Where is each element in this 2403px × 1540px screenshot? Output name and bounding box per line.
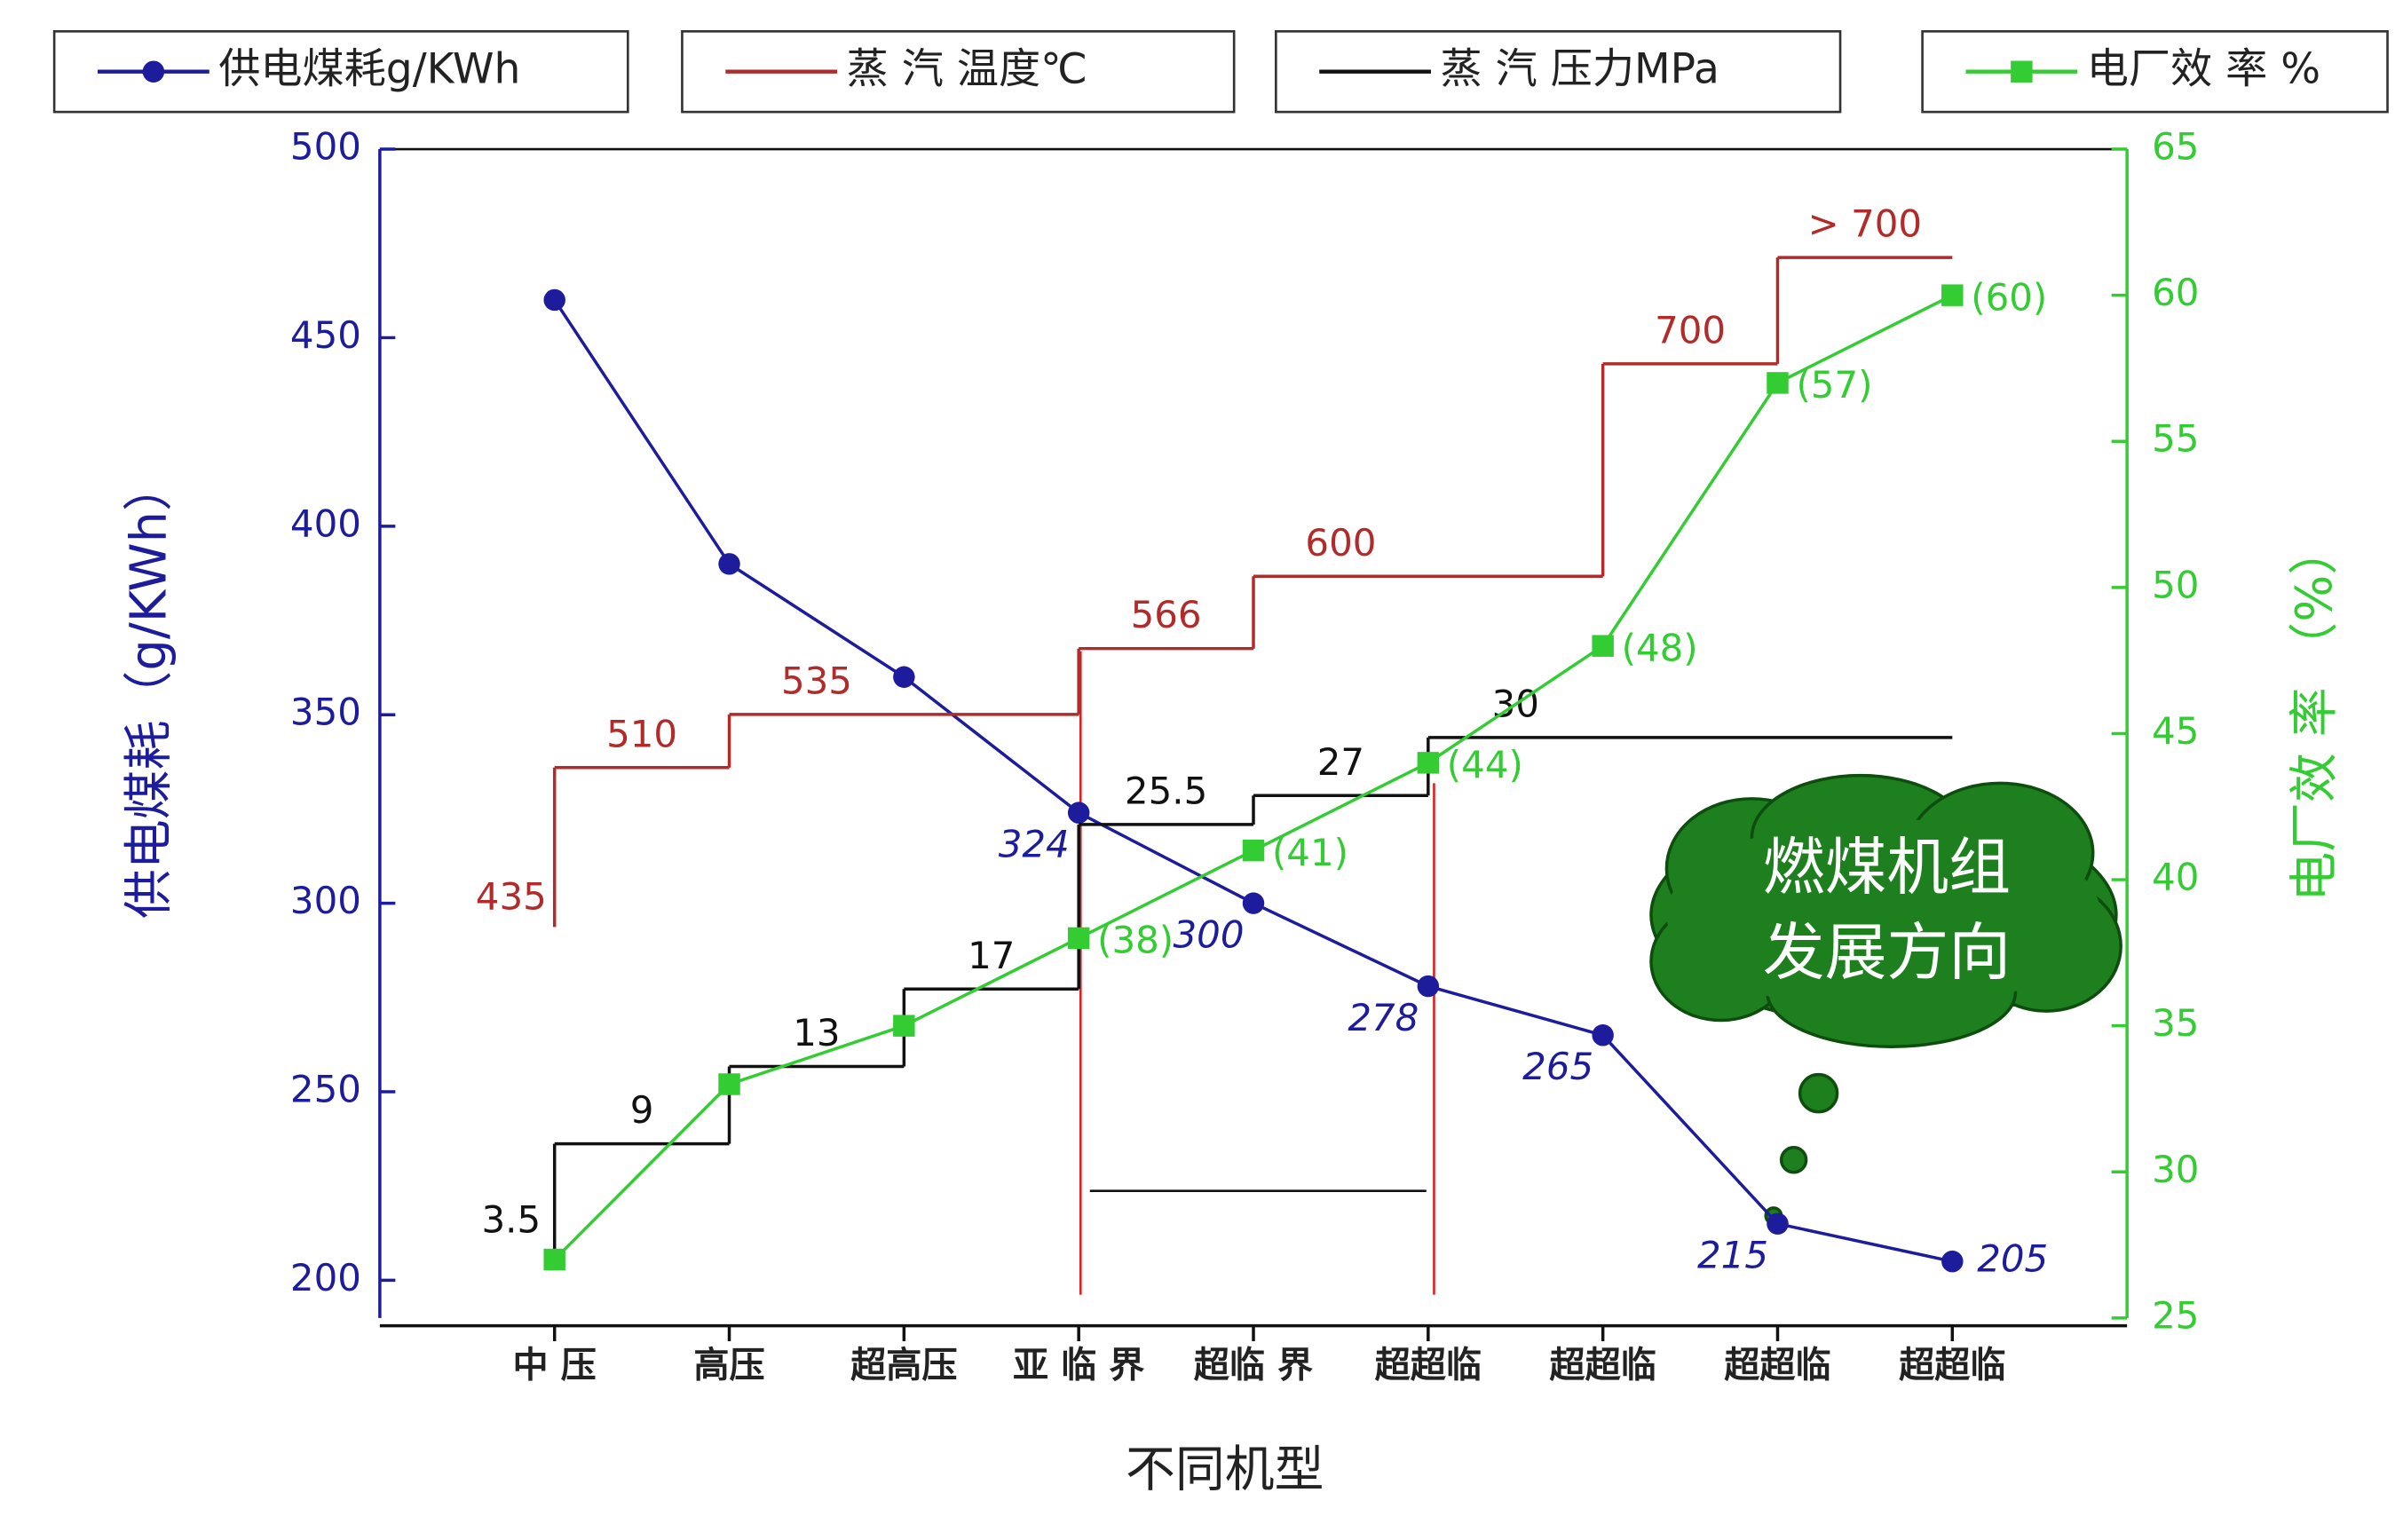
y2-axis-title: 电厂效 率 （%） [2286, 525, 2344, 902]
y-tick-label: 500 [290, 125, 361, 169]
y2-tick-label: 65 [2152, 125, 2199, 169]
y-tick-label: 250 [290, 1068, 361, 1111]
y-tick-label: 400 [290, 501, 361, 545]
value-label: (60) [1971, 275, 2047, 319]
point [1242, 892, 1265, 914]
point [543, 288, 565, 312]
value-label: (38) [1097, 919, 1174, 962]
step-label: 17 [968, 934, 1015, 977]
y2-tick-label: 50 [2152, 563, 2199, 606]
step-label: 435 [476, 874, 547, 918]
legend-label: 蒸 汽 压力MPa [1440, 45, 1719, 94]
point [1592, 1024, 1614, 1046]
y-axis-title: 供电煤耗（g/KWh） [120, 462, 178, 919]
y2-tick-label: 35 [2152, 1001, 2199, 1045]
x-tick-label: 高压 [693, 1346, 764, 1386]
value-label: (57) [1796, 363, 1872, 407]
point [1242, 839, 1265, 862]
y2-tick-label: 45 [2152, 709, 2199, 753]
value-label: 278 [1348, 996, 1419, 1039]
y-tick-label: 350 [290, 691, 361, 734]
x-axis-title: 不同机型 [1126, 1441, 1324, 1499]
point [1767, 1212, 1789, 1235]
y2-tick-label: 30 [2152, 1148, 2199, 1191]
value-label: (48) [1622, 626, 1698, 669]
annotation: 发展方向 [1763, 917, 2011, 989]
x-tick-label: 超临 界 [1194, 1346, 1313, 1386]
step-label: 3.5 [481, 1198, 541, 1242]
step-label: 535 [781, 659, 852, 702]
x-tick-label: 超超临 [1899, 1346, 2005, 1386]
x-tick-label: 中 压 [513, 1346, 597, 1386]
step-label: > 700 [1808, 202, 1922, 246]
step-label: 9 [630, 1088, 654, 1132]
point [1941, 1250, 1964, 1273]
y-tick-label: 300 [290, 879, 361, 922]
value-label: 215 [1697, 1234, 1768, 1277]
legend-label: 供电煤耗g/KWh [218, 45, 520, 94]
point [893, 1015, 915, 1037]
value-label: 300 [1174, 913, 1245, 957]
x-tick-label: 超超临 [1724, 1346, 1830, 1386]
point [893, 666, 915, 688]
point [1767, 372, 1789, 394]
x-tick-label: 超高压 [850, 1346, 957, 1386]
y2-tick-label: 40 [2152, 856, 2199, 899]
value-label: (44) [1447, 743, 1523, 786]
y2-tick-label: 25 [2152, 1293, 2199, 1337]
y-tick-label: 200 [290, 1256, 361, 1299]
step-label: 700 [1655, 308, 1726, 351]
point [1417, 975, 1440, 998]
value-label: (41) [1272, 831, 1348, 874]
cloud-core [1666, 818, 2101, 1012]
x-tick-label: 超超临 [1375, 1346, 1482, 1386]
point [1417, 752, 1440, 774]
y2-tick-label: 60 [2152, 271, 2199, 314]
step-label: 510 [606, 712, 677, 755]
step-label: 566 [1131, 593, 1202, 636]
point [1067, 802, 1090, 824]
point [1592, 635, 1614, 657]
point [1067, 927, 1090, 950]
y-tick-label: 450 [290, 313, 361, 357]
x-tick-label: 亚 临 界 [1013, 1346, 1144, 1386]
legend-marker [2011, 60, 2033, 83]
y2-tick-label: 55 [2152, 417, 2199, 461]
legend-label: 蒸 汽 温度℃ [847, 45, 1087, 94]
step-label: 25.5 [1125, 769, 1207, 812]
step-label: 600 [1305, 521, 1376, 565]
value-label: 205 [1977, 1237, 2048, 1281]
legend-label: 电厂效 率 % [2087, 45, 2320, 94]
step-label: 13 [793, 1011, 840, 1054]
point [543, 1248, 565, 1271]
point [718, 553, 740, 575]
point [1941, 284, 1964, 306]
legend-marker [142, 60, 165, 83]
point [718, 1073, 740, 1095]
step-label: 27 [1317, 740, 1364, 784]
value-label: 324 [999, 823, 1070, 866]
annotation: 燃煤机组 [1763, 832, 2011, 904]
value-label: 265 [1522, 1045, 1593, 1088]
x-tick-label: 超超临 [1549, 1346, 1656, 1386]
